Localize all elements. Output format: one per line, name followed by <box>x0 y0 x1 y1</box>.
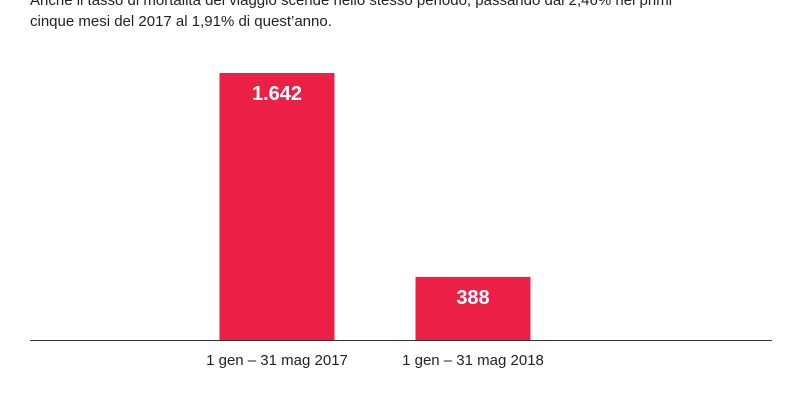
bar-value-label-2: 388 <box>456 287 489 309</box>
bar-value-label-1: 1.642 <box>252 83 302 105</box>
intro-text: Anche il tasso di mortalità dei viaggio … <box>30 0 780 32</box>
bars-group: 1.642 388 <box>219 73 531 340</box>
category-labels: 1 gen – 31 mag 2017 1 gen – 31 mag 2018 <box>206 352 544 369</box>
category-label-1: 1 gen – 31 mag 2017 <box>206 352 348 369</box>
intro-line-1: Anche il tasso di mortalità dei viaggio … <box>30 0 673 9</box>
category-label-2: 1 gen – 31 mag 2018 <box>402 352 544 369</box>
bar-2 <box>415 276 531 340</box>
bar-1 <box>219 73 335 340</box>
intro-line-2: cinque mesi del 2017 al 1,91% di quest’a… <box>30 13 332 30</box>
